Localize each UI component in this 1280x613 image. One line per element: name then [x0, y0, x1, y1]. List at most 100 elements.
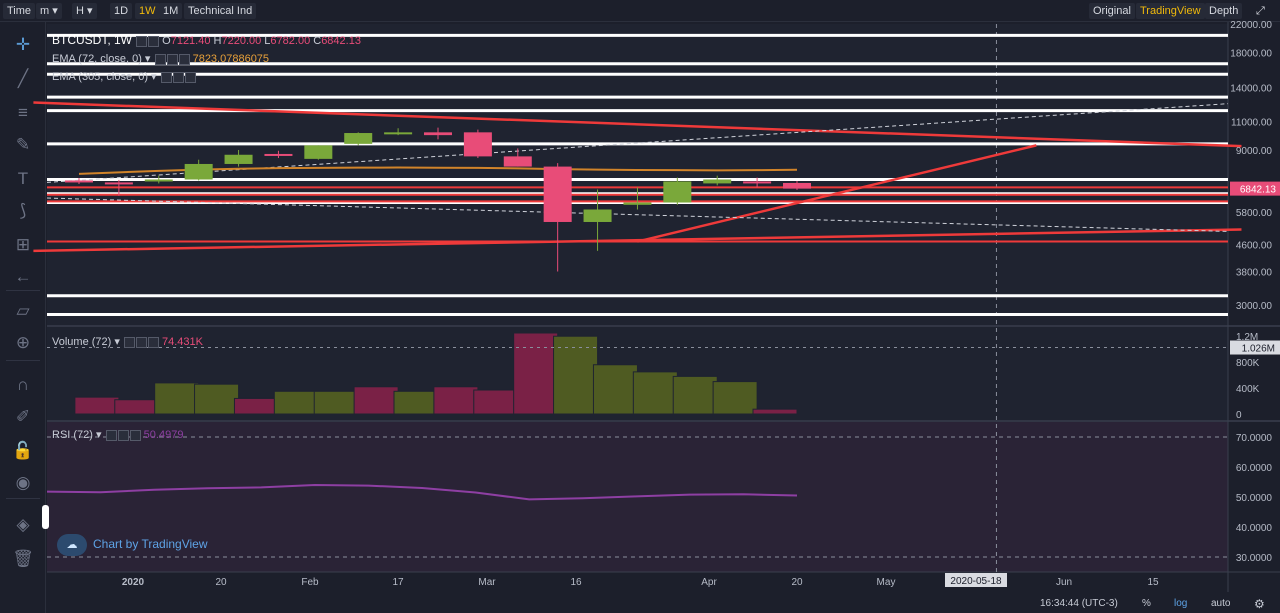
measure-icon[interactable]: ⊞	[15, 235, 31, 254]
volume-bar[interactable]	[194, 383, 240, 415]
tradingview-watermark[interactable]: ☁ Chart by TradingView	[57, 533, 208, 556]
candle-body[interactable]	[424, 132, 452, 136]
layers-icon[interactable]: ◈	[16, 515, 30, 534]
volume-bar[interactable]	[114, 399, 160, 415]
brush-icon[interactable]: ✎	[15, 135, 31, 154]
volume-bar[interactable]	[233, 397, 279, 415]
rsi-settings-icon[interactable]	[117, 429, 129, 441]
rsi-label[interactable]: RSI (72) ▾	[52, 429, 102, 441]
volume-bar[interactable]	[74, 396, 120, 415]
log-toggle[interactable]: log	[1174, 598, 1188, 609]
pattern-icon[interactable]: ⟆	[19, 201, 27, 220]
legend-eye-icon[interactable]	[136, 35, 148, 47]
text-icon[interactable]: T	[17, 169, 29, 188]
trend-line-icon[interactable]: ╱	[17, 69, 29, 88]
view-original-tab[interactable]: Original	[1089, 3, 1135, 19]
percent-toggle[interactable]: %	[1142, 598, 1151, 609]
view-tradingview-tab[interactable]: TradingView	[1136, 3, 1205, 19]
candle-body[interactable]	[184, 163, 213, 180]
volume-close-icon[interactable]	[147, 336, 159, 348]
timeframe-1w-button[interactable]: 1W	[135, 3, 160, 19]
lock-icon[interactable]: 🔓	[12, 441, 34, 460]
chart-settings-icon[interactable]: ⚙	[1254, 597, 1265, 611]
ema72-settings-icon[interactable]	[166, 53, 178, 65]
rsi-close-icon[interactable]	[129, 429, 141, 441]
candle-body[interactable]	[65, 180, 93, 183]
volume-eye-icon[interactable]	[123, 336, 135, 348]
trendline[interactable]	[637, 144, 1037, 243]
crosshair-icon[interactable]: ✛	[15, 35, 31, 54]
volume-bar[interactable]	[353, 386, 399, 415]
volume-bar[interactable]	[393, 390, 439, 415]
ema72-label[interactable]: EMA (72, close, 0) ▾	[52, 53, 151, 65]
watermark-text[interactable]: Chart by TradingView	[93, 537, 208, 551]
trendline[interactable]	[33, 101, 1242, 148]
candle-body[interactable]	[224, 154, 253, 164]
candle-body[interactable]	[543, 166, 572, 222]
volume-bar[interactable]	[632, 371, 678, 415]
toolbar-collapse-handle[interactable]	[42, 505, 49, 529]
volume-settings-icon[interactable]	[135, 336, 147, 348]
ema305-eye-icon[interactable]	[160, 71, 172, 83]
view-depth-tab[interactable]: Depth	[1205, 3, 1243, 19]
candle-body[interactable]	[463, 132, 492, 157]
volume-bar[interactable]	[154, 382, 200, 415]
ruler-icon[interactable]: ▱	[16, 301, 30, 320]
legend-settings-icon[interactable]	[148, 35, 160, 47]
ema305-legend[interactable]: EMA (305, close, 0) ▾	[52, 70, 196, 83]
candle-body[interactable]	[743, 181, 772, 184]
rsi-legend[interactable]: RSI (72) ▾ 50.4979	[52, 428, 183, 441]
expand-icon[interactable]: ⤢	[1256, 5, 1265, 17]
timeframe-h-button[interactable]: H ▾	[72, 3, 97, 19]
volume-label[interactable]: Volume (72) ▾	[52, 336, 120, 348]
candle-body[interactable]	[703, 179, 732, 184]
volume-bar[interactable]	[752, 408, 798, 415]
timeframe-time-button[interactable]: Time	[3, 3, 36, 19]
volume-bar[interactable]	[513, 332, 559, 415]
zoom-icon[interactable]: ⊕	[15, 333, 31, 352]
candle-body[interactable]	[783, 182, 811, 189]
timeframe-1m-button[interactable]: 1M	[159, 3, 183, 19]
rsi-axis-label: 40.0000	[1236, 523, 1273, 534]
candle-body[interactable]	[104, 182, 133, 185]
timeframe-1d-button[interactable]: 1D	[110, 3, 133, 19]
volume-bar[interactable]	[273, 390, 319, 415]
trash-icon[interactable]: 🗑	[12, 549, 34, 568]
dashed-channel-lower[interactable]	[46, 197, 1229, 232]
volume-legend[interactable]: Volume (72) ▾ 74.431K	[52, 335, 203, 348]
timeframe-m-button[interactable]: m ▾	[36, 3, 62, 19]
volume-bar[interactable]	[592, 364, 638, 415]
volume-bar[interactable]	[672, 375, 718, 415]
ema72-eye-icon[interactable]	[154, 53, 166, 65]
timeframe-technicalind-button[interactable]: Technical Ind	[184, 3, 257, 19]
candle-body[interactable]	[503, 156, 532, 167]
candle-body[interactable]	[344, 133, 373, 144]
ema305-close-icon[interactable]	[184, 71, 196, 83]
lock-pencil-icon[interactable]: ✐	[15, 407, 31, 426]
volume-bar[interactable]	[553, 335, 599, 415]
ema305-settings-icon[interactable]	[172, 71, 184, 83]
rsi-eye-icon[interactable]	[105, 429, 117, 441]
volume-bar[interactable]	[313, 390, 359, 415]
back-arrow-icon[interactable]: ←	[14, 267, 32, 286]
horizontal-lines-icon[interactable]: ≡	[18, 103, 28, 122]
auto-toggle[interactable]: auto	[1211, 598, 1231, 609]
volume-bar[interactable]	[433, 386, 479, 415]
ema305-label[interactable]: EMA (305, close, 0) ▾	[52, 71, 157, 83]
candle-body[interactable]	[583, 209, 612, 222]
magnet-icon[interactable]: ∩	[16, 375, 30, 394]
candle-body[interactable]	[623, 202, 652, 205]
candle-body[interactable]	[663, 181, 692, 203]
candle-body[interactable]	[384, 132, 413, 135]
trendline[interactable]	[33, 228, 1242, 253]
volume-bar[interactable]	[473, 389, 519, 415]
candle-body[interactable]	[264, 153, 293, 156]
eye-icon[interactable]: ◉	[15, 473, 31, 492]
candle-body[interactable]	[144, 179, 173, 182]
rsi-value: 50.4979	[143, 429, 184, 441]
candle-body[interactable]	[304, 145, 333, 159]
ema72-legend[interactable]: EMA (72, close, 0) ▾ 7823.07886075	[52, 52, 269, 65]
ema72-close-icon[interactable]	[178, 53, 190, 65]
volume-bar[interactable]	[712, 381, 758, 415]
